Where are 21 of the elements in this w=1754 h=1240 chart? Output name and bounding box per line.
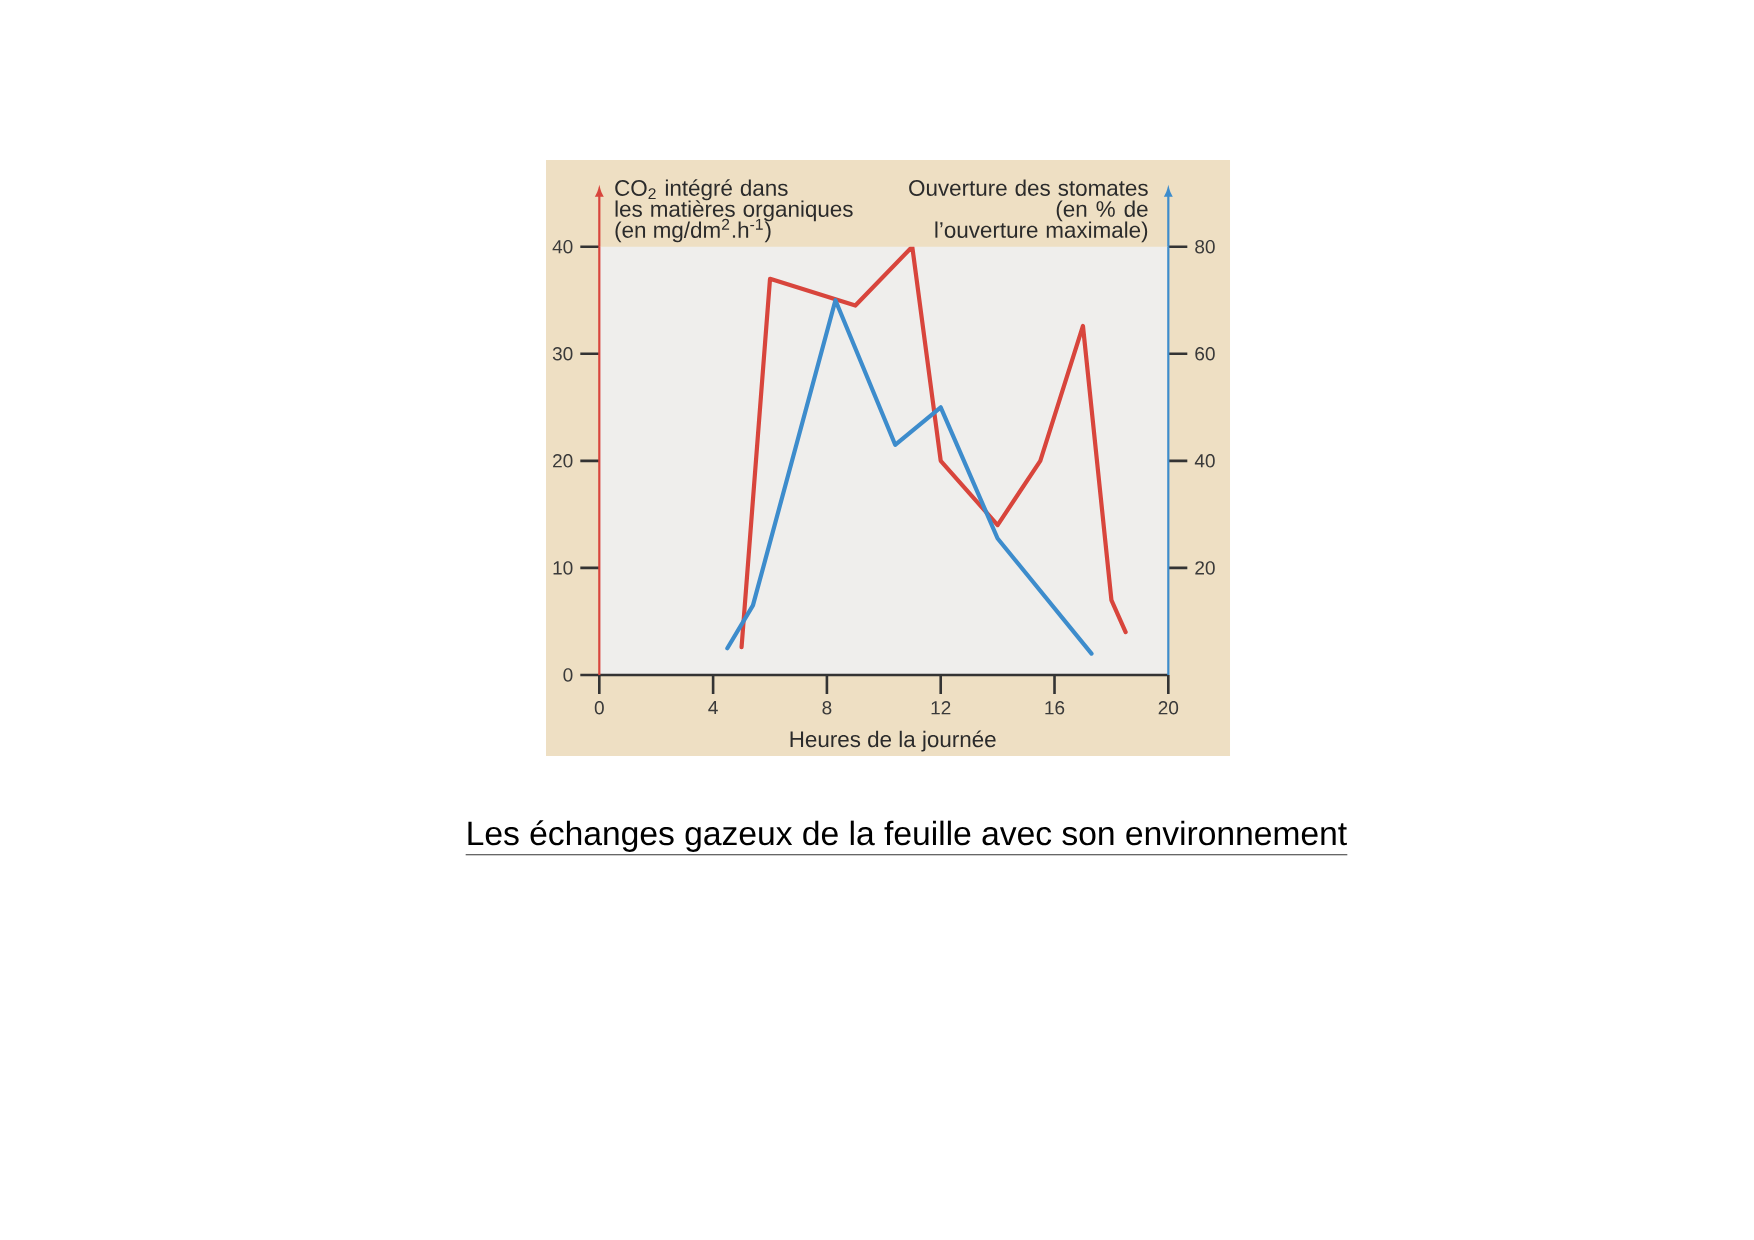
y-tick-label: 40 bbox=[552, 239, 573, 254]
text: CO$_{2}$ intégré dans les matières organiques (en mg/dm$^{2}$.h$^{-1}$) bbox=[615, 179, 853, 243]
y2-tick-label: 60 bbox=[1195, 347, 1215, 361]
y-tick-label: 10 bbox=[553, 561, 573, 575]
x-tick-label: 4 bbox=[708, 701, 718, 715]
y-tick-label: 0 bbox=[563, 668, 573, 682]
x-tick-label: 0 bbox=[594, 701, 604, 715]
line-series bbox=[725, 298, 1094, 656]
y2-tick-label: 40 bbox=[1194, 454, 1215, 468]
x-axis-title: Heures de la journée bbox=[790, 730, 996, 752]
x-tick-label: 12 bbox=[931, 701, 951, 715]
x-tick-label: 8 bbox=[822, 701, 832, 715]
line-series bbox=[739, 246, 1128, 650]
text: Les échanges gazeux de la feuille avec son environnement bbox=[468, 820, 1347, 852]
x-tick-label: 20 bbox=[1158, 701, 1179, 715]
y2-tick-label: 80 bbox=[1195, 239, 1215, 254]
y-tick-label: 30 bbox=[552, 347, 573, 361]
y2-tick-label: 20 bbox=[1195, 561, 1215, 575]
x-tick-label: 16 bbox=[1045, 701, 1065, 715]
y-tick-label: 20 bbox=[553, 454, 573, 468]
y2-axis-title: Ouverture des stomates (en % de l’ouverture maximale) bbox=[909, 179, 1148, 243]
